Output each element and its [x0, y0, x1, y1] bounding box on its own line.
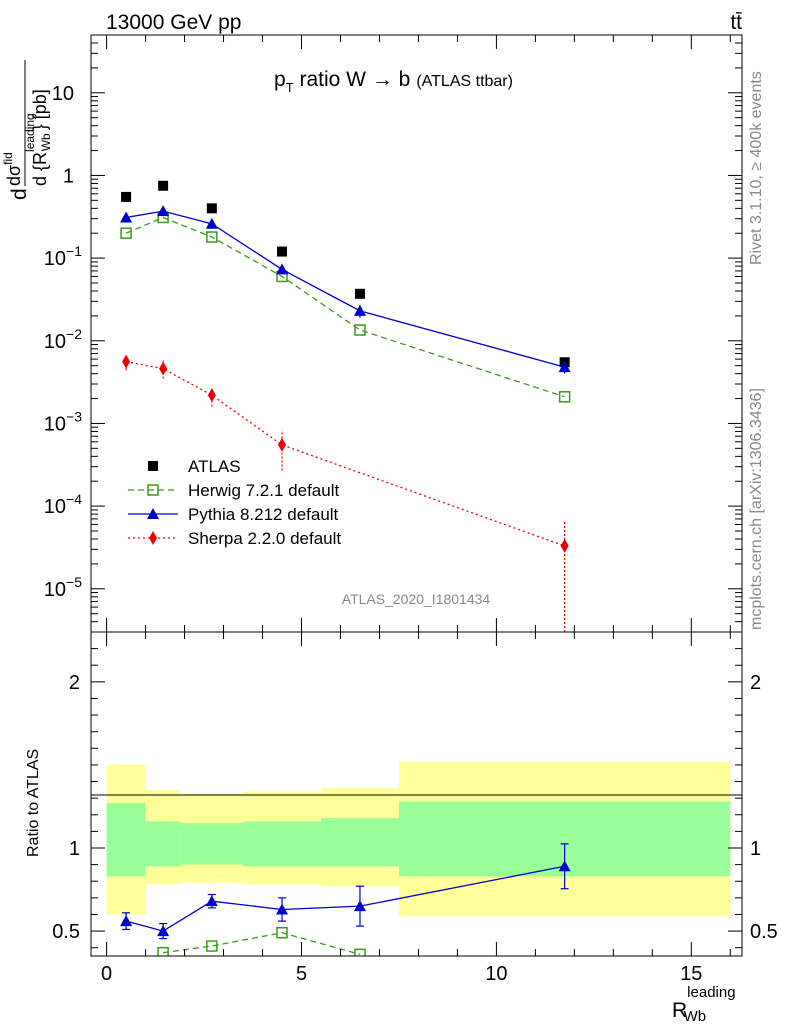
- uncertainty-band-inner: [243, 821, 321, 867]
- rivet-label: Rivet 3.1.10, ≥ 400k events: [748, 71, 765, 265]
- uncertainty-band-inner: [145, 821, 181, 867]
- data-point: [354, 324, 366, 336]
- x-tick-label: 10: [485, 963, 507, 985]
- main-series-layer: [120, 180, 571, 632]
- series-pythia-8-212-default: [120, 205, 571, 374]
- x-tick-label: 0: [101, 963, 112, 985]
- legend-marker: [148, 461, 158, 471]
- main-panel: 10 1 10−1 10−2 10−3 10−4 10−5 pT ratio W → b (A…: [1, 34, 743, 633]
- uncertainty-band-inner: [320, 818, 399, 867]
- ratio-y-tick-label-left: 0.5: [52, 921, 80, 943]
- legend-label: ATLAS: [188, 457, 241, 476]
- legend-entry-atlas: ATLAS: [148, 457, 241, 476]
- data-point: [206, 231, 218, 243]
- data-point: [354, 288, 365, 299]
- ratio-ticks: 2 2 1 1 0.5 0.5 0 5 10 15: [52, 631, 778, 985]
- legend-marker: [147, 508, 159, 519]
- data-point: [120, 211, 133, 223]
- x-tick-label: 5: [296, 963, 307, 985]
- uncertainty-band-inner: [180, 823, 244, 865]
- series-line-pythia-8-212-default: [125, 210, 565, 368]
- main-ylabel: d dσfid d {Rleading Wb} [pb]: [1, 60, 53, 200]
- legend-entry-sherpa-2-2-0-default: Sherpa 2.2.0 default: [128, 529, 341, 548]
- data-point: [278, 437, 287, 452]
- y-tick-label: 10−5: [44, 574, 82, 601]
- process-label: tt̄: [730, 11, 742, 34]
- data-point: [120, 915, 133, 927]
- ratio-panel: 2 2 1 1 0.5 0.5 0 5 10 15 Ratio to ATLAS Rleading…: [25, 631, 778, 1024]
- ratio-line-herwig-7-2-1-default: [163, 932, 361, 955]
- legend-entry-pythia-8-212-default: Pythia 8.212 default: [128, 505, 339, 524]
- ratio-frame: [90, 631, 743, 957]
- legend-entry-herwig-7-2-1-default: Herwig 7.2.1 default: [128, 481, 339, 500]
- series-sherpa-2-2-0-default: [122, 354, 569, 632]
- main-title: pT ratio W → b (ATLAS ttbar): [274, 68, 513, 95]
- data-point: [205, 895, 218, 907]
- y-tick-label: 1: [63, 165, 74, 187]
- data-point: [277, 246, 288, 257]
- data-point: [121, 191, 132, 202]
- data-point: [206, 203, 217, 214]
- data-point: [354, 948, 366, 956]
- data-point: [276, 263, 289, 275]
- y-tick-label: 10−2: [44, 326, 82, 353]
- mcplots-label: mcplots.cern.ch [arXiv:1306.3436]: [748, 388, 765, 630]
- ratio-y-tick-label-right: 0.5: [750, 921, 778, 943]
- data-point: [157, 946, 169, 956]
- energy-label: 13000 GeV pp: [106, 11, 241, 34]
- uncertainty-band-inner: [106, 803, 146, 877]
- data-point: [276, 903, 289, 915]
- series-herwig-7-2-1-default: [120, 211, 571, 403]
- analysis-watermark: ATLAS_2020_I1801434: [342, 591, 491, 607]
- data-point: [207, 388, 216, 403]
- y-tick-label: 10: [52, 83, 74, 105]
- data-point: [122, 354, 131, 369]
- data-point: [159, 361, 168, 376]
- ratio-y-tick-label-left: 2: [69, 672, 80, 694]
- data-point: [558, 860, 571, 872]
- ratio-bands: [106, 761, 731, 917]
- ratio-line-pythia-8-212-default: [125, 865, 565, 932]
- legend-marker: [149, 531, 157, 545]
- data-point: [120, 227, 132, 239]
- data-point: [276, 926, 288, 939]
- ratio-y-tick-label-left: 1: [69, 838, 80, 860]
- data-point: [158, 180, 169, 191]
- y-tick-label: 10−4: [44, 491, 82, 518]
- data-point: [558, 391, 571, 403]
- legend-label: Sherpa 2.2.0 default: [188, 529, 341, 548]
- data-point: [157, 925, 170, 937]
- ratio-series-pythia-8-212-default: [120, 843, 571, 940]
- main-ticks: 10 1 10−1 10−2 10−3 10−4 10−5: [44, 34, 742, 633]
- series-atlas: [121, 180, 570, 368]
- ratio-series-layer: [120, 843, 571, 956]
- legend-label: Pythia 8.212 default: [188, 505, 339, 524]
- ratio-xlabel: Rleading Wb: [672, 984, 736, 1024]
- series-line-sherpa-2-2-0-default: [125, 360, 565, 547]
- y-tick-label: 10−1: [44, 243, 82, 270]
- data-point: [560, 538, 569, 553]
- ratio-ylabel: Ratio to ATLAS: [25, 749, 42, 857]
- data-point: [353, 304, 366, 316]
- data-point: [205, 217, 218, 229]
- legend-label: Herwig 7.2.1 default: [188, 481, 339, 500]
- series-line-herwig-7-2-1-default: [125, 216, 565, 398]
- data-point: [206, 940, 218, 952]
- x-tick-label: 15: [680, 963, 702, 985]
- legend: ATLAS Herwig 7.2.1 default Pythia 8.212 de…: [128, 457, 341, 548]
- svg-text:dσfid: dσfid: [1, 152, 24, 186]
- svg-text:d: d: [8, 188, 31, 200]
- ratio-y-tick-label-right: 2: [750, 672, 761, 694]
- ratio-series-herwig-7-2-1-default: [157, 926, 366, 956]
- legend-marker: [147, 484, 159, 496]
- data-point: [558, 361, 571, 373]
- data-point: [157, 205, 170, 217]
- data-point: [353, 900, 366, 912]
- y-tick-label: 10−3: [44, 408, 82, 435]
- ratio-y-tick-label-right: 1: [750, 838, 761, 860]
